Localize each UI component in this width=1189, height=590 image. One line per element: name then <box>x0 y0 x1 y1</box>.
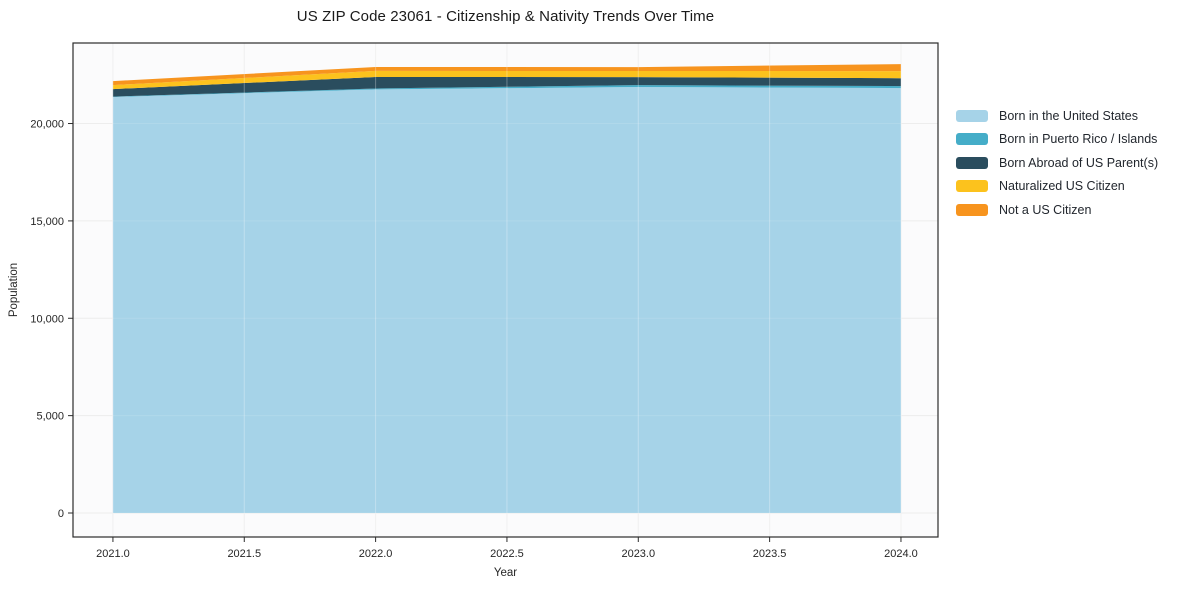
area-series <box>112 70 901 90</box>
area-series <box>112 77 901 97</box>
legend-label: Born in Puerto Rico / Islands <box>999 132 1158 147</box>
legend-item: Naturalized US Citizen <box>956 175 1158 199</box>
y-tick-label: 5,000 <box>36 411 64 423</box>
legend-item: Born Abroad of US Parent(s) <box>956 151 1158 175</box>
legend-swatch <box>956 203 988 216</box>
x-tick-label: 2021.5 <box>227 548 261 560</box>
x-tick-label: 2024.0 <box>884 548 918 560</box>
x-tick-label: 2021.0 <box>96 548 130 560</box>
legend: Born in the United States Born in Puerto … <box>956 104 1158 222</box>
legend-label: Born in the United States <box>999 108 1138 123</box>
legend-item: Born in Puerto Rico / Islands <box>956 128 1158 152</box>
legend-swatch <box>956 109 988 122</box>
area-series <box>112 87 901 513</box>
legend-swatch <box>956 133 988 146</box>
chart-title: US ZIP Code 23061 - Citizenship & Nativi… <box>296 8 715 25</box>
x-tick-label: 2022.5 <box>490 548 524 560</box>
area-series <box>112 64 901 86</box>
y-tick-label: 20,000 <box>30 119 64 131</box>
plot-border <box>72 42 939 538</box>
area-series <box>112 85 901 97</box>
legend-label: Naturalized US Citizen <box>999 179 1125 194</box>
x-tick-label: 2023.0 <box>621 548 655 560</box>
legend-label: Not a US Citizen <box>999 202 1092 217</box>
y-axis-label: Population <box>8 263 20 317</box>
y-tick-label: 10,000 <box>30 313 64 325</box>
legend-label: Born Abroad of US Parent(s) <box>999 155 1159 170</box>
legend-swatch <box>956 180 988 193</box>
legend-item: Not a US Citizen <box>956 198 1158 222</box>
x-axis-label: Year <box>494 567 517 579</box>
x-tick-label: 2022.0 <box>359 548 393 560</box>
x-tick-label: 2023.5 <box>753 548 787 560</box>
y-tick-label: 15,000 <box>30 216 64 228</box>
legend-swatch <box>956 156 988 169</box>
legend-item: Born in the United States <box>956 104 1158 128</box>
y-tick-label: 0 <box>58 508 64 520</box>
